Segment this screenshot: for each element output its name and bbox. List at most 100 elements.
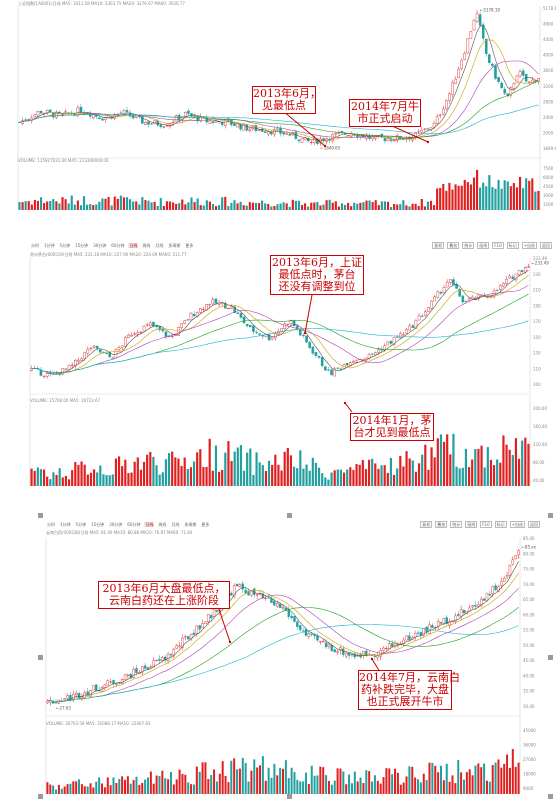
volume-bar — [27, 201, 30, 210]
period-tab[interactable]: 分时 — [31, 243, 39, 248]
candle-body — [419, 632, 423, 636]
toolbar-button[interactable]: 画线 — [465, 521, 478, 528]
candle-body — [207, 613, 210, 622]
toolbar-button[interactable]: 标记 — [494, 521, 507, 528]
toolbar-button[interactable]: 标记 — [506, 242, 519, 249]
period-tab[interactable]: 1分钟 — [60, 522, 71, 527]
candle-body — [161, 329, 165, 332]
toolbar-button[interactable]: F10 — [480, 521, 492, 528]
candle-body — [127, 334, 130, 339]
toolbar-button[interactable]: 复权 — [420, 521, 433, 528]
candle-body — [408, 325, 411, 331]
toolbar-button[interactable]: +自选 — [509, 521, 525, 528]
toolbar-button[interactable]: 叠加 — [447, 242, 460, 249]
candle-body — [445, 281, 449, 288]
toolbar-button[interactable]: 统计 — [462, 242, 475, 249]
period-tab[interactable]: 分时 — [47, 522, 55, 527]
candle-body — [339, 368, 343, 370]
volume-tick-label: 120.00 — [533, 442, 547, 447]
period-tab[interactable]: 日线 — [128, 243, 139, 248]
toolbar-button[interactable]: 统计 — [450, 521, 463, 528]
volume-bar — [442, 780, 445, 794]
volume-bar — [135, 201, 138, 210]
period-tab[interactable]: 30分钟 — [93, 243, 107, 248]
volume-bar — [392, 474, 396, 486]
volume-bar — [350, 206, 353, 210]
candle-body — [420, 130, 424, 133]
volume-bar — [112, 777, 115, 794]
volume-bar — [518, 176, 522, 210]
volume-bar — [491, 765, 494, 794]
candle-body — [247, 591, 250, 596]
toolbar-button[interactable]: 返回 — [540, 242, 552, 249]
toolbar-button[interactable]: +自选 — [521, 242, 537, 249]
volume-bar — [98, 201, 101, 210]
toolbar-button[interactable]: F10 — [492, 242, 504, 249]
candle-body — [278, 604, 282, 608]
volume-bar — [80, 461, 83, 486]
y-tick-label: 130 — [533, 351, 541, 356]
resize-handle[interactable] — [38, 794, 43, 799]
y-tick-label: 75.00 — [523, 567, 535, 572]
resize-handle[interactable] — [548, 655, 553, 660]
candle-body — [281, 607, 285, 609]
period-tab[interactable]: 日线 — [144, 522, 155, 527]
resize-handle[interactable] — [548, 794, 553, 799]
volume-bar — [428, 762, 431, 794]
volume-bar — [515, 187, 519, 210]
candle-body — [459, 609, 463, 617]
toolbar-button[interactable]: 画线 — [477, 242, 490, 249]
candle-body — [152, 660, 155, 668]
resize-handle[interactable] — [548, 513, 553, 518]
volume-bar — [184, 774, 187, 794]
toolbar-button[interactable]: 返回 — [528, 521, 540, 528]
y-tick-label: 4000 — [543, 53, 554, 58]
period-tab[interactable]: 多周期 — [184, 522, 197, 527]
volume-bar — [123, 779, 127, 794]
volume-bar — [175, 203, 178, 210]
volume-bar — [167, 453, 171, 486]
candle-body — [334, 133, 338, 135]
volume-bar — [153, 201, 156, 210]
period-tab[interactable]: 5分钟 — [59, 243, 71, 248]
candle-body — [436, 291, 440, 298]
volume-bar — [414, 777, 417, 794]
period-tab[interactable]: 60分钟 — [111, 243, 125, 248]
candle-body — [508, 565, 512, 576]
candle-body — [235, 583, 239, 586]
volume-bar — [356, 781, 359, 794]
period-tab[interactable]: 周线 — [158, 522, 167, 527]
resize-handle[interactable] — [38, 513, 43, 518]
candle-body — [286, 323, 290, 325]
period-tab[interactable]: 多周期 — [168, 243, 181, 248]
period-tab[interactable]: 30分钟 — [109, 522, 123, 527]
candle-body — [189, 312, 193, 321]
index-volume-header: VOLUME: 115927031.00 MA5: 213300000.00 — [18, 158, 109, 163]
period-tab[interactable]: 15分钟 — [91, 522, 105, 527]
resize-handle[interactable] — [287, 513, 292, 518]
period-tab[interactable]: 周线 — [142, 243, 151, 248]
volume-bar — [474, 765, 477, 794]
period-tab[interactable]: 更多 — [185, 243, 194, 248]
volume-bar — [477, 448, 480, 486]
volume-bar — [196, 452, 199, 486]
volume-bar — [264, 470, 268, 486]
period-tab[interactable]: 60分钟 — [127, 522, 141, 527]
period-tab[interactable]: 5分钟 — [75, 522, 87, 527]
period-tab[interactable]: 月线 — [171, 522, 180, 527]
period-tab[interactable]: 15分钟 — [75, 243, 89, 248]
volume-bar — [107, 196, 110, 210]
y-tick-label: 80.00 — [523, 551, 535, 556]
period-tab[interactable]: 1分钟 — [44, 243, 55, 248]
candle-body — [515, 75, 519, 84]
toolbar-button[interactable]: 叠加 — [435, 521, 448, 528]
toolbar-button[interactable]: 复权 — [432, 242, 445, 249]
volume-bar — [63, 786, 66, 794]
resize-handle[interactable] — [287, 794, 292, 799]
candle-body — [63, 698, 66, 701]
resize-handle[interactable] — [38, 655, 43, 660]
volume-bar — [286, 447, 289, 486]
period-tab[interactable]: 月线 — [155, 243, 164, 248]
period-tab[interactable]: 更多 — [201, 522, 210, 527]
volume-bar — [242, 470, 246, 486]
